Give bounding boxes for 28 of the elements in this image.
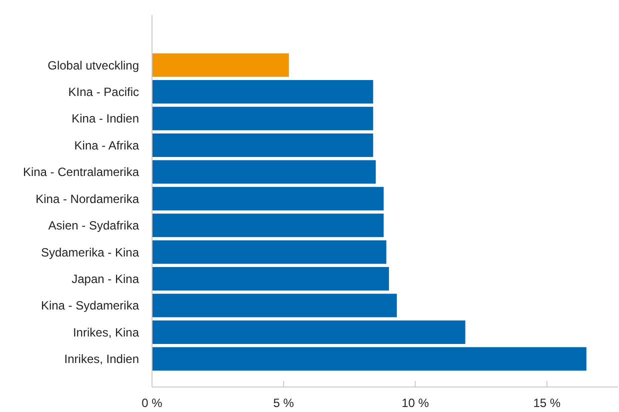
bar bbox=[152, 80, 374, 104]
bar bbox=[152, 160, 376, 184]
x-tick-label: 10 % bbox=[402, 396, 430, 410]
y-tick-label: KIna - Pacific bbox=[68, 85, 139, 99]
bar bbox=[152, 133, 374, 157]
bar bbox=[152, 267, 389, 291]
y-tick-label: Kina - Sydamerika bbox=[40, 298, 140, 313]
y-tick-label: Kina - Centralamerika bbox=[22, 165, 140, 180]
bar bbox=[152, 294, 397, 318]
bar bbox=[152, 214, 384, 238]
y-tick-label: Kina - Indien bbox=[72, 112, 139, 126]
bar bbox=[152, 320, 466, 344]
y-tick-label: Sydamerika - Kina bbox=[40, 245, 140, 260]
x-tick-label: 15 % bbox=[533, 396, 561, 410]
bar bbox=[152, 106, 374, 130]
x-tick-label: 5 % bbox=[273, 396, 294, 410]
bar bbox=[152, 53, 289, 77]
y-tick-label: Inrikes, Indien bbox=[64, 352, 139, 366]
bar bbox=[152, 186, 384, 210]
bar bbox=[152, 240, 386, 264]
bar bbox=[152, 347, 586, 371]
y-tick-label: Kina - Afrika bbox=[74, 138, 140, 152]
y-tick-label: Inrikes, Kina bbox=[72, 325, 140, 340]
y-tick-label: Global utveckling bbox=[48, 58, 139, 72]
y-tick-label: Japan - Kina bbox=[72, 272, 140, 286]
y-tick-label: Asien - Sydafrika bbox=[48, 218, 140, 233]
y-tick-label: Kina - Nordamerika bbox=[36, 192, 140, 206]
x-tick-label: 0 % bbox=[142, 396, 163, 410]
